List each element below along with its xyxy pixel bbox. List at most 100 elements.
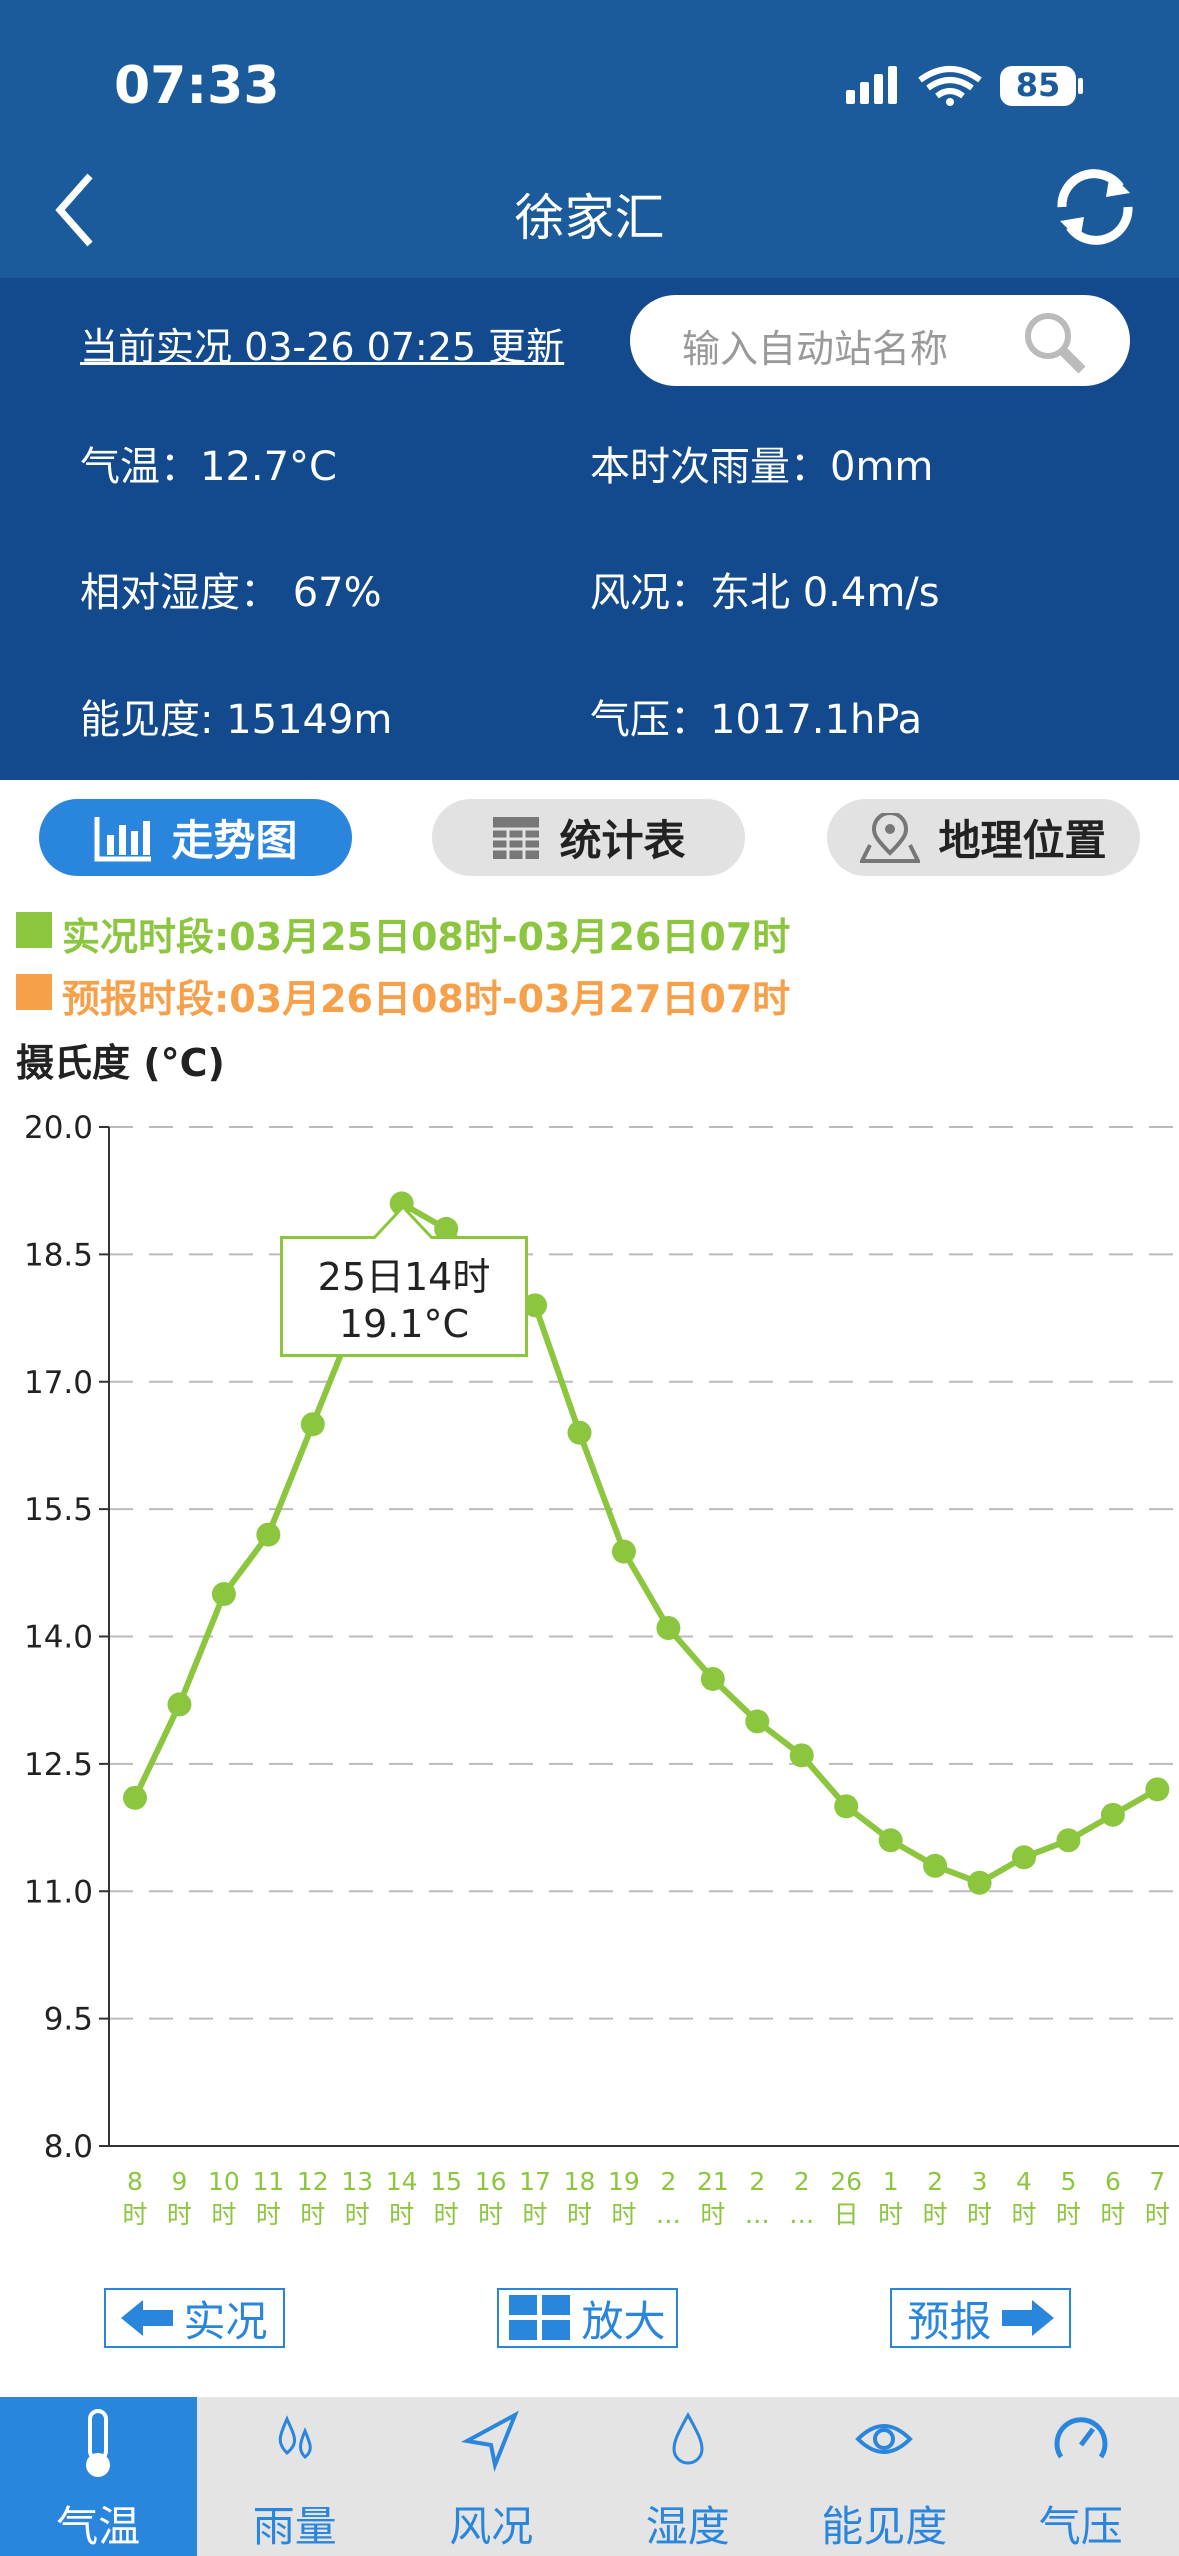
y-tick-label: 17.0 — [24, 1365, 93, 1401]
legend-label: 实况时段:03月25日08时-03月26日07时 — [62, 915, 791, 959]
legend-swatch — [16, 974, 52, 1010]
battery-level: 85 — [1015, 66, 1061, 104]
button-label: 放大 — [581, 2296, 666, 2346]
forecast-button[interactable]: 预报 — [890, 2288, 1071, 2348]
tooltip-pointer — [373, 1205, 433, 1239]
x-tick-label: 3 时 — [967, 2167, 993, 2229]
y-tick-label: 11.0 — [24, 1874, 93, 1910]
tab-table[interactable]: 统计表 — [432, 799, 745, 876]
data-point — [834, 1794, 859, 1819]
pin-icon — [860, 812, 921, 863]
tab-label: 地理位置 — [938, 816, 1107, 865]
data-point — [256, 1522, 281, 1547]
right-arrow — [1001, 2300, 1054, 2336]
x-tick-label: 15 时 — [430, 2167, 463, 2229]
nav-icon — [1054, 2417, 1107, 2459]
data-point — [789, 1743, 814, 1768]
temperature: 气温：12.7°C — [80, 444, 337, 490]
nav-icon — [671, 2411, 704, 2465]
nav-item[interactable]: 气压 — [983, 2397, 1179, 2556]
visibility: 能见度: 15149m — [80, 697, 393, 743]
tab-map[interactable]: 地理位置 — [827, 799, 1140, 876]
refresh-button[interactable] — [1050, 165, 1140, 250]
data-point — [123, 1785, 147, 1810]
data-point — [700, 1666, 725, 1691]
data-point — [434, 1216, 459, 1241]
y-tick-label: 15.5 — [24, 1492, 93, 1528]
data-point — [1012, 1845, 1036, 1870]
y-tick-label: 8.0 — [44, 2129, 93, 2165]
x-tick-label: 21 时 — [696, 2167, 729, 2229]
zoom-button[interactable]: 放大 — [497, 2288, 678, 2348]
legend-swatch — [16, 912, 52, 948]
x-tick-label: 1 时 — [878, 2167, 904, 2229]
humidity: 相对湿度： 67% — [80, 570, 382, 616]
nav-item[interactable]: 能见度 — [786, 2397, 983, 2556]
y-tick-label: 20.0 — [24, 1110, 93, 1146]
data-point — [523, 1293, 548, 1318]
data-point — [967, 1870, 992, 1895]
data-point — [923, 1853, 948, 1878]
history-button[interactable]: 实况 — [104, 2288, 285, 2348]
x-tick-label: 2 … — [789, 2167, 815, 2229]
data-point — [300, 1412, 325, 1437]
data-point — [745, 1709, 770, 1734]
nav-item[interactable]: 风况 — [393, 2397, 590, 2556]
nav-item[interactable]: 气温 — [0, 2397, 197, 2556]
y-tick-label: 12.5 — [24, 1747, 93, 1783]
x-tick-label: 13 时 — [341, 2167, 374, 2229]
x-tick-label: 14 时 — [385, 2167, 418, 2229]
rainfall: 本时次雨量：0mm — [590, 444, 934, 490]
x-tick-label: 4 时 — [1011, 2167, 1037, 2229]
nav-label: 能见度 — [821, 2502, 948, 2551]
x-tick-label: 19 时 — [608, 2167, 640, 2229]
nav-item[interactable]: 雨量 — [197, 2397, 394, 2556]
x-tick-label: 2 … — [655, 2167, 681, 2229]
nav-label: 气压 — [1038, 2502, 1123, 2551]
tooltip — [280, 1236, 528, 1357]
table-icon — [493, 816, 540, 859]
nav-label: 湿度 — [645, 2502, 730, 2551]
x-tick-label: 10 时 — [207, 2167, 240, 2229]
legend-label: 预报时段:03月26日08时-03月27日07时 — [62, 977, 791, 1021]
x-tick-label: 6 时 — [1100, 2167, 1126, 2229]
button-label: 预报 — [907, 2296, 992, 2346]
data-point — [611, 1539, 636, 1564]
nav-icon — [461, 2410, 519, 2472]
data-point — [167, 1692, 192, 1717]
tooltip-category: 25日14时 — [317, 1255, 491, 1299]
update-time[interactable]: 当前实况 03-26 07:25 更新 — [80, 325, 565, 369]
y-axis-title: 摄氏度 (°C) — [16, 1041, 225, 1085]
x-tick-label: 9 时 — [166, 2167, 192, 2229]
back-button[interactable] — [50, 170, 100, 250]
nav-label: 风况 — [449, 2502, 534, 2551]
data-point — [1056, 1828, 1081, 1853]
tab-label: 统计表 — [559, 816, 686, 865]
x-tick-label: 18 时 — [563, 2167, 596, 2229]
tab-trend[interactable]: 走势图 — [39, 799, 352, 876]
page-title: 徐家汇 — [514, 189, 665, 247]
search-box[interactable] — [630, 295, 1130, 386]
x-tick-label: 12 时 — [296, 2167, 329, 2229]
grid-icon — [509, 2295, 571, 2340]
nav-icon — [278, 2415, 312, 2459]
x-tick-label: 2 … — [744, 2167, 770, 2229]
data-point — [389, 1191, 414, 1216]
x-tick-label: 16 时 — [474, 2167, 507, 2229]
x-tick-label: 17 时 — [519, 2167, 551, 2229]
pressure: 气压：1017.1hPa — [590, 697, 923, 743]
x-tick-label: 7 时 — [1144, 2167, 1170, 2229]
tab-label: 走势图 — [171, 816, 298, 865]
bottom-nav — [0, 2397, 1179, 2556]
data-point — [1145, 1777, 1170, 1802]
nav-item[interactable]: 湿度 — [590, 2397, 787, 2556]
status-time: 07:33 — [114, 56, 280, 116]
search-icon[interactable] — [1020, 308, 1090, 378]
tooltip-value: 19.1°C — [338, 1302, 470, 1346]
data-point — [656, 1616, 681, 1641]
data-point — [211, 1582, 236, 1607]
nav-icon — [855, 2424, 913, 2454]
nav-label: 雨量 — [252, 2502, 337, 2551]
